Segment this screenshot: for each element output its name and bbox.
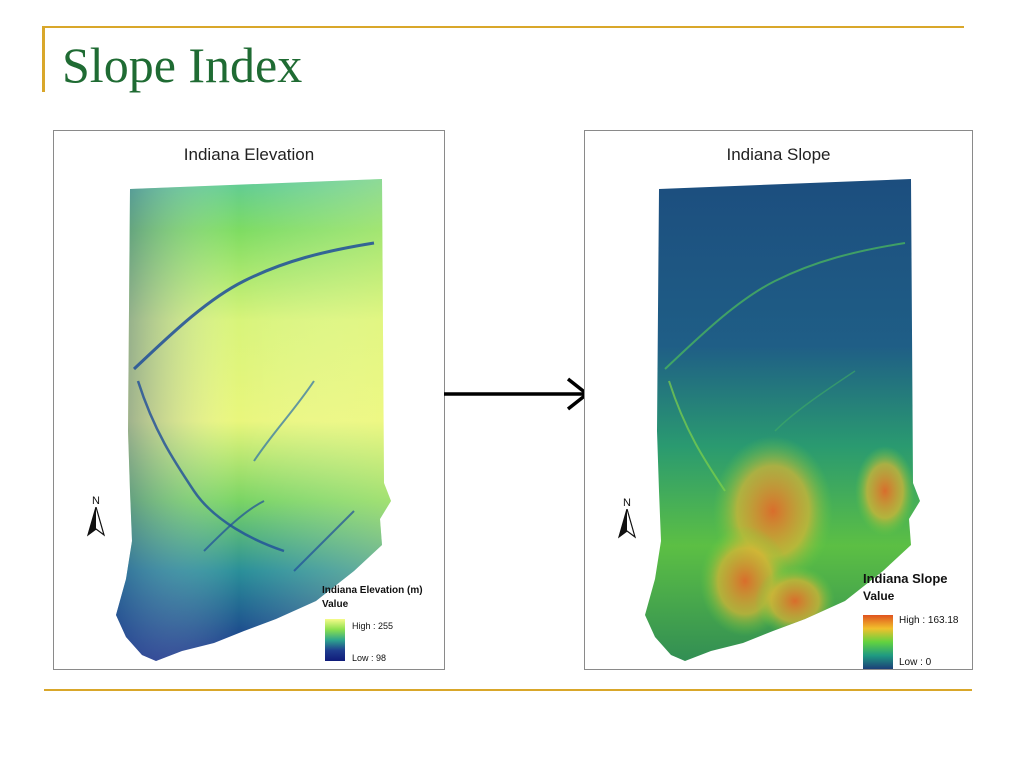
elevation-legend-ramp [325, 619, 345, 661]
slope-legend-high: High : 163.18 [899, 615, 959, 626]
slope-legend: Indiana Slope Value High : 163.18 Low : … [863, 571, 971, 669]
slope-north-label: N [623, 497, 631, 509]
north-arrow-icon [86, 504, 106, 537]
elevation-map-title: Indiana Elevation [183, 145, 315, 164]
slope-legend-low: Low : 0 [899, 657, 932, 668]
slope-map-panel: Indiana Slope [584, 130, 973, 670]
right-arrow-icon [444, 377, 590, 411]
elevation-legend-high: High : 255 [352, 621, 394, 631]
slide-title: Slope Index [62, 37, 303, 93]
elevation-north-label: N [92, 495, 100, 507]
elevation-legend-low: Low : 98 [352, 653, 387, 663]
slope-map-image [645, 179, 920, 661]
elevation-map-panel: Indiana Elevation [53, 130, 445, 670]
north-arrow-icon [617, 506, 637, 539]
elevation-north-arrow: N [84, 495, 108, 542]
slope-legend-title: Indiana Slope [863, 571, 948, 586]
slope-map-title: Indiana Slope [726, 145, 831, 164]
elevation-map-image [116, 179, 391, 661]
bottom-rule [44, 689, 972, 691]
slope-legend-ramp [863, 615, 893, 669]
elevation-legend: Indiana Elevation (m) Value High : 255 L… [322, 585, 442, 669]
elevation-legend-title: Indiana Elevation (m) [322, 585, 423, 596]
top-rule [44, 26, 964, 28]
title-accent-bar [42, 26, 45, 92]
slope-north-arrow: N [615, 497, 639, 544]
slope-legend-subtitle: Value [863, 589, 895, 603]
elevation-legend-subtitle: Value [322, 599, 349, 610]
